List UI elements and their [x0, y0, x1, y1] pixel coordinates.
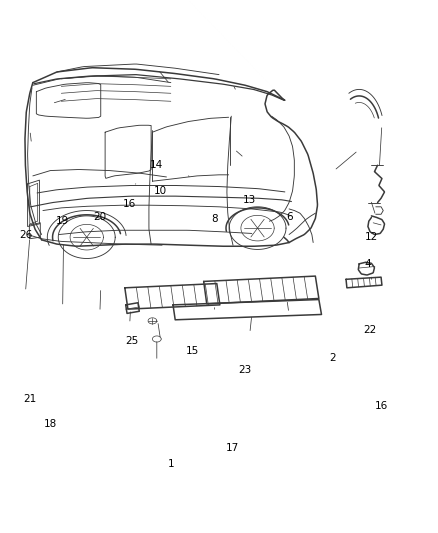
Text: 1: 1 — [167, 459, 174, 469]
Text: 2: 2 — [329, 353, 336, 363]
Text: 23: 23 — [239, 366, 252, 375]
Text: 15: 15 — [186, 346, 199, 356]
Text: 25: 25 — [125, 336, 138, 346]
Text: 8: 8 — [211, 214, 218, 223]
Text: 20: 20 — [93, 213, 106, 222]
Text: 21: 21 — [23, 394, 36, 403]
Text: 22: 22 — [364, 326, 377, 335]
Text: 18: 18 — [44, 419, 57, 429]
Text: 13: 13 — [243, 195, 256, 205]
Text: 4: 4 — [364, 259, 371, 269]
Text: 14: 14 — [150, 160, 163, 170]
Text: 19: 19 — [56, 216, 69, 226]
Text: 12: 12 — [365, 232, 378, 241]
Text: 26: 26 — [19, 230, 32, 239]
Text: 16: 16 — [375, 401, 389, 411]
Text: 6: 6 — [286, 213, 293, 222]
Text: 10: 10 — [154, 186, 167, 196]
Text: 16: 16 — [123, 199, 136, 208]
Text: 17: 17 — [226, 443, 239, 453]
